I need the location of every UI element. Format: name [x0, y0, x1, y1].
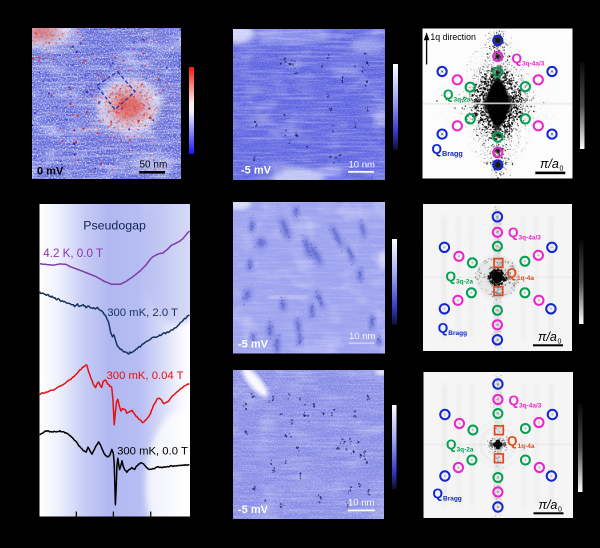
svg-text:π/a: π/a [539, 498, 558, 512]
svg-text:Q: Q [433, 486, 444, 501]
svg-text:3q-4a/3: 3q-4a/3 [522, 61, 545, 68]
svg-text:Q: Q [432, 142, 443, 157]
svg-text:Q: Q [512, 51, 523, 66]
svg-text:1q-4a: 1q-4a [518, 443, 535, 450]
svg-text:3q-2a: 3q-2a [454, 97, 471, 104]
svg-text:Pseudogap: Pseudogap [83, 218, 146, 232]
svg-text:Q: Q [509, 393, 520, 408]
svg-text:1q-4a: 1q-4a [517, 275, 534, 282]
svg-text:Bragg: Bragg [448, 330, 467, 337]
svg-text:3q-2a: 3q-2a [457, 447, 474, 454]
svg-text:Q: Q [438, 321, 449, 336]
svg-text:Q: Q [507, 266, 518, 281]
svg-text:π/a: π/a [538, 330, 557, 344]
svg-text:300 mK, 0.04 T: 300 mK, 0.04 T [107, 370, 184, 382]
svg-text:300 mK, 0.0 T: 300 mK, 0.0 T [117, 445, 188, 457]
svg-text:Q: Q [507, 434, 518, 449]
svg-text:0 mV: 0 mV [37, 166, 64, 178]
svg-text:50 nm: 50 nm [140, 160, 168, 171]
svg-text:Bragg: Bragg [443, 496, 462, 503]
svg-text:3q-4a/3: 3q-4a/3 [519, 235, 542, 242]
svg-text:10 nm: 10 nm [349, 160, 375, 171]
svg-text:-5 mV: -5 mV [238, 339, 269, 351]
svg-text:Bragg: Bragg [442, 149, 463, 158]
svg-text:3q-2a: 3q-2a [456, 279, 473, 286]
svg-text:1q direction: 1q direction [430, 32, 476, 42]
svg-text:10 nm: 10 nm [349, 331, 375, 342]
svg-text:Q: Q [443, 87, 454, 102]
svg-text:3q-4a/3: 3q-4a/3 [519, 403, 542, 410]
svg-text:Q: Q [508, 225, 519, 240]
svg-text:0: 0 [560, 166, 564, 173]
svg-text:300 mK, 2.0 T: 300 mK, 2.0 T [107, 307, 178, 319]
svg-text:-5 mV: -5 mV [241, 165, 272, 177]
svg-text:-5 mV: -5 mV [238, 504, 269, 516]
svg-text:0: 0 [558, 339, 562, 346]
svg-text:0: 0 [558, 507, 562, 514]
svg-text:10 nm: 10 nm [348, 498, 374, 509]
svg-text:π/a: π/a [540, 157, 559, 171]
svg-text:4.2 K, 0.0 T: 4.2 K, 0.0 T [43, 247, 103, 260]
svg-text:Q: Q [446, 269, 457, 284]
svg-text:Q: Q [446, 437, 457, 452]
